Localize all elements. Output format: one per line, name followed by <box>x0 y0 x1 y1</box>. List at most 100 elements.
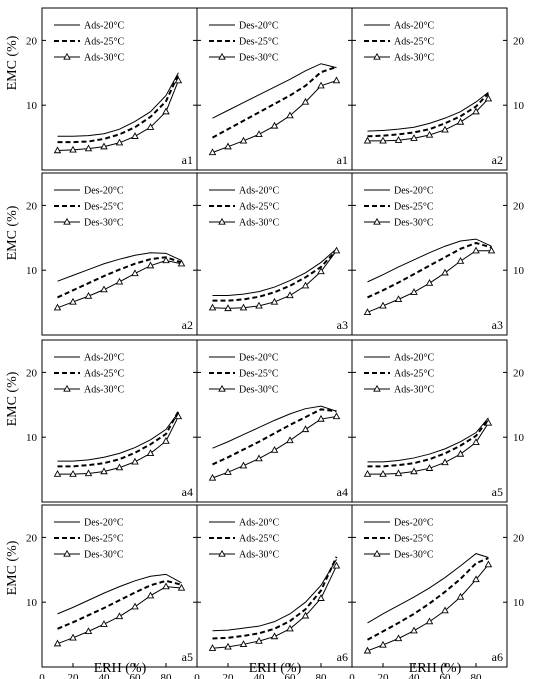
panel-9: 10 20 Ads-20°C Ads-25°C Ads-30°C a5 <box>351 339 525 503</box>
data-point-triangle <box>174 76 183 84</box>
legend-label: Des-20°C <box>394 518 434 529</box>
data-point-triangle <box>363 136 372 144</box>
data-point-triangle <box>394 634 403 642</box>
data-point-triangle <box>100 467 108 475</box>
series-line-dashed <box>367 557 489 641</box>
data-point-triangle <box>224 468 232 475</box>
y-tick-label: 20 <box>513 35 525 47</box>
data-point-triangle <box>456 117 465 125</box>
legend-label: Des-20°C <box>84 186 124 197</box>
data-point-triangle <box>301 611 310 619</box>
data-point-triangle <box>317 594 325 601</box>
y-tick-label: 10 <box>513 100 525 112</box>
legend-label: Des-25°C <box>239 369 279 380</box>
data-point-triangle <box>53 303 62 311</box>
series-line-solid <box>367 91 489 132</box>
series-line-solid <box>367 417 489 463</box>
data-point-triangle <box>317 81 325 89</box>
y-tick-label: 10 <box>26 100 38 112</box>
data-point-triangle <box>363 646 372 654</box>
legend-label: Des-30°C <box>84 218 124 229</box>
data-point-triangle <box>301 97 310 105</box>
data-point-triangle <box>146 591 155 599</box>
series-line-solid <box>57 573 182 615</box>
y-tick-label: 20 <box>513 200 525 212</box>
data-point-triangle <box>317 267 325 275</box>
panel-label: a1 <box>182 153 193 167</box>
series-line-solid <box>212 405 337 449</box>
legend-label: Des-20°C <box>239 21 279 32</box>
series-line-dashed <box>367 92 490 138</box>
data-point-triangle <box>255 636 263 644</box>
data-point-triangle <box>379 136 387 144</box>
legend-marker-triangle <box>373 549 381 557</box>
data-point-triangle <box>332 76 341 84</box>
x-tick-label: 60 <box>440 672 452 679</box>
y-tick-label: 20 <box>513 532 525 544</box>
data-point-triangle <box>441 125 449 133</box>
data-point-triangle <box>472 438 480 446</box>
panel-label: a6 <box>492 650 503 664</box>
legend-label: Des-20°C <box>239 353 279 364</box>
series-line-solid <box>367 553 489 624</box>
data-point-triangle <box>456 257 465 264</box>
panel-grid: 1020Ads-20°CAds-25°CAds-30°Ca1Des-20°CDe… <box>26 7 525 679</box>
legend-label: Des-30°C <box>84 550 124 561</box>
plot-frame <box>351 7 508 171</box>
legend-marker-triangle <box>218 217 226 225</box>
data-point-triangle <box>317 414 325 422</box>
data-point-triangle <box>394 295 403 303</box>
x-tick-label: 20 <box>68 672 80 679</box>
data-point-triangle <box>115 612 124 620</box>
x-axis-label-col-1: ERH (%) <box>94 661 147 676</box>
y-tick-label: 10 <box>26 265 38 277</box>
legend-label: Des-30°C <box>394 218 434 229</box>
legend-marker-triangle <box>373 384 381 392</box>
x-axis-labels: ERH (%) ERH (%) ERH (%) <box>94 661 462 676</box>
data-point-triangle <box>484 418 493 426</box>
data-point-triangle <box>53 639 62 647</box>
data-point-triangle <box>69 145 77 153</box>
data-point-triangle <box>410 288 418 295</box>
data-point-triangle <box>146 449 155 457</box>
data-point-triangle <box>394 136 403 143</box>
x-tick-label: 0 <box>39 672 45 679</box>
legend-label: Ads-30°C <box>84 385 124 396</box>
x-tick-label: 20 <box>378 672 390 679</box>
data-point-triangle <box>332 246 341 254</box>
panel-4: 10 20 Des-20°C Des-25°C Des-30°C a2 <box>26 172 198 336</box>
series-line-dashed <box>212 66 337 139</box>
data-point-triangle <box>441 606 449 614</box>
series-line-dashed <box>367 241 492 299</box>
panel-11: 0 20 40 60 80 Ads-20°C Ads-25°C Ads-30°C a6 <box>194 504 353 679</box>
data-point-triangle <box>115 138 124 146</box>
legend-label: Ads-25°C <box>394 369 434 380</box>
panel-2: Des-20°C Des-25°C Des-30°C a1 <box>196 7 353 171</box>
series-line-dashed <box>212 556 338 640</box>
data-point-triangle <box>286 291 294 299</box>
data-point-triangle <box>208 473 217 481</box>
x-axis-label-col-2: ERH (%) <box>249 661 302 676</box>
plot-frame <box>351 339 508 503</box>
data-point-triangle <box>425 130 434 138</box>
series-line-dashed <box>367 418 490 468</box>
data-point-triangle <box>270 632 279 640</box>
data-point-triangle <box>484 94 493 102</box>
data-point-triangle <box>286 111 294 119</box>
data-point-triangle <box>484 560 493 568</box>
x-tick-label: 0 <box>194 672 200 679</box>
data-point-triangle <box>224 642 232 650</box>
legend-label: Ads-30°C <box>239 218 279 229</box>
data-point-triangle <box>174 412 183 420</box>
panel-label: a1 <box>337 153 348 167</box>
x-tick-label: 40 <box>99 672 111 679</box>
data-point-triangle <box>146 261 155 269</box>
data-point-triangle <box>177 583 186 591</box>
data-point-triangle <box>239 136 248 144</box>
series-line-dashed <box>57 256 182 299</box>
panel-3: 10 20 Ads-20°C Ads-25°C Ads-30°C a2 <box>351 7 525 171</box>
series-line-solid <box>57 72 179 137</box>
panel-label: a4 <box>337 485 348 499</box>
plot-frame <box>351 172 508 336</box>
x-tick-label: 20 <box>223 672 235 679</box>
